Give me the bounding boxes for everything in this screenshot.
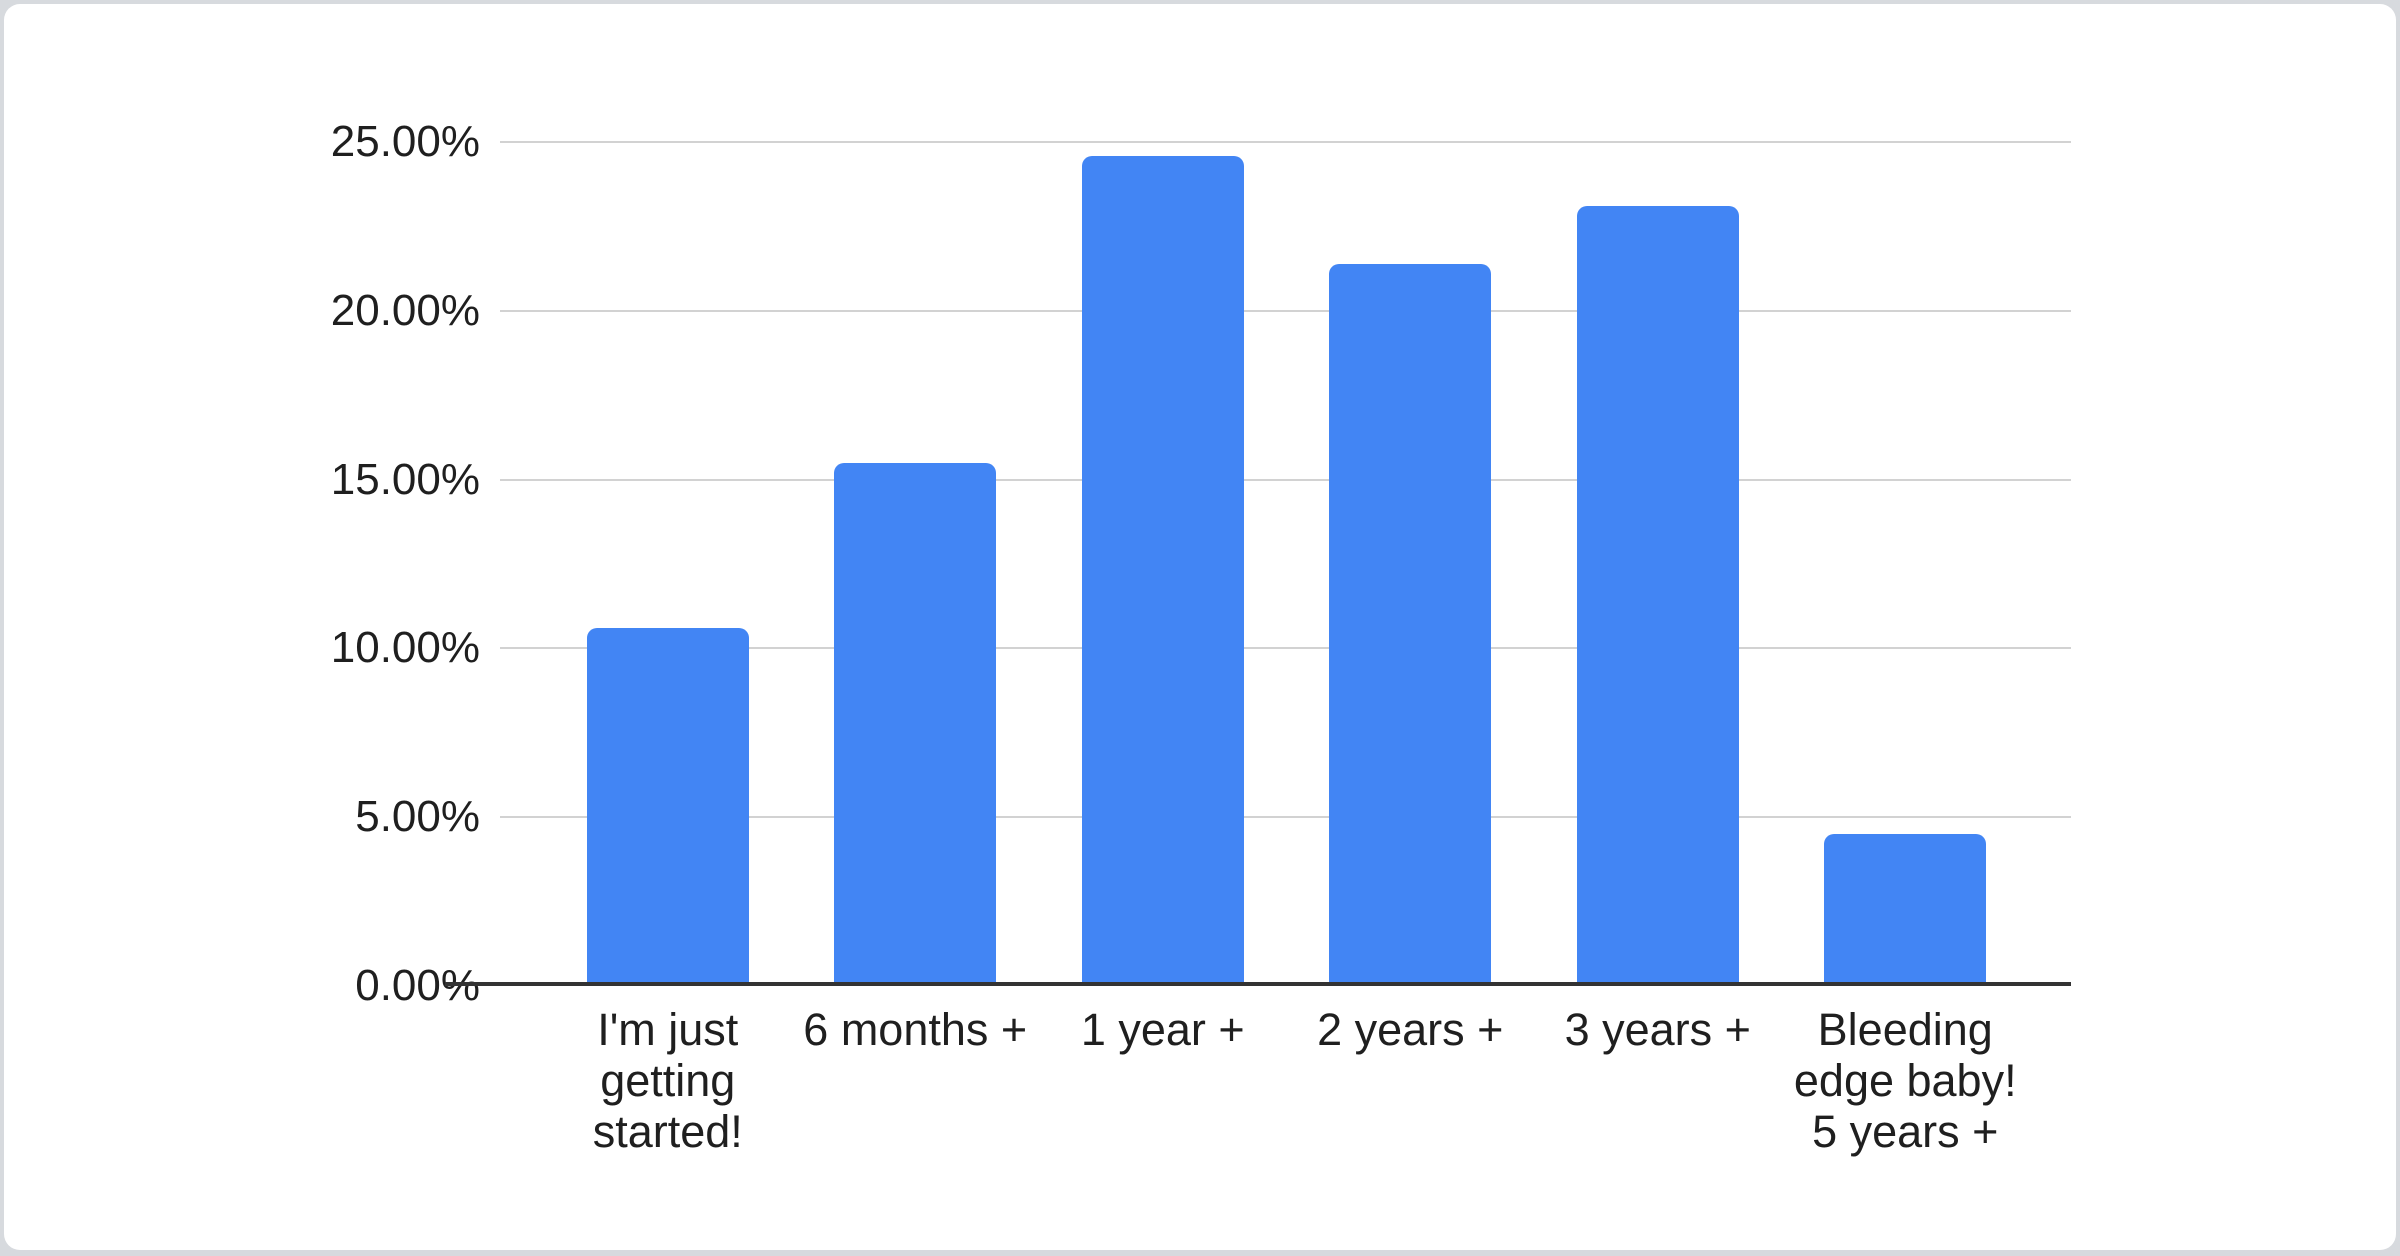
x-axis-category-label-line: 2 years + [1317, 1004, 1504, 1055]
x-axis-category-label-line: edge baby! [1793, 1055, 2017, 1106]
bar-slot [1287, 142, 1535, 986]
y-axis-tick-label: 20.00% [330, 285, 480, 335]
x-axis-category-label: Bleeding edge baby! 5 years + [1782, 1004, 2030, 1157]
x-axis-category-label-line: Bleeding [1817, 1004, 1993, 1055]
bar-slot [544, 142, 792, 986]
chart-card: 0.00% 5.00% 10.00% 15.00% 20.00% 25.00% I'm ju… [4, 4, 2396, 1250]
y-axis-tick-label: 25.00% [330, 117, 480, 166]
y-axis-tick-label: 5.00% [355, 792, 480, 842]
bar-slot [792, 142, 1040, 986]
bar[interactable] [1081, 155, 1244, 986]
x-axis-category-label: 2 years + [1287, 1004, 1535, 1157]
bar[interactable] [1329, 263, 1492, 986]
x-axis-category-label-line: I'm just [597, 1004, 739, 1055]
x-axis-category-label: 6 months + [792, 1004, 1040, 1157]
bar-slot [1039, 142, 1287, 986]
x-axis-category-label-line: 1 year + [1080, 1004, 1245, 1055]
x-axis-labels: I'm just getting started! 6 months +1 year … [544, 1004, 2029, 1157]
bar[interactable] [1824, 834, 1987, 986]
x-axis-category-label: 1 year + [1039, 1004, 1287, 1157]
x-axis-category-label-line: 5 years + [1812, 1106, 1999, 1157]
bar-chart: 0.00% 5.00% 10.00% 15.00% 20.00% 25.00% I'm ju… [4, 4, 2396, 1250]
gridline [500, 309, 2071, 312]
bar-slot [1534, 142, 1782, 986]
gridline [500, 141, 2071, 143]
x-axis-line [445, 982, 2071, 986]
x-axis-category-label-line: started! [592, 1106, 743, 1157]
x-axis-category-label-line: 6 months + [803, 1004, 1028, 1055]
y-axis-tick-label: 10.00% [330, 623, 480, 673]
gridline [500, 647, 2071, 650]
x-axis-category-label-line: getting [600, 1055, 736, 1106]
y-axis-tick-label: 0.00% [355, 961, 480, 1010]
bars-area [544, 142, 2029, 986]
gridline [500, 816, 2071, 819]
bar-slot [1782, 142, 2030, 986]
bar[interactable] [834, 462, 997, 986]
x-axis-category-label: I'm just getting started! [544, 1004, 792, 1157]
x-axis-category-label: 3 years + [1534, 1004, 1782, 1157]
y-axis-tick-label: 15.00% [330, 454, 480, 504]
gridline [500, 478, 2071, 481]
bar[interactable] [586, 628, 749, 986]
x-axis-category-label-line: 3 years + [1564, 1004, 1751, 1055]
bar[interactable] [1576, 206, 1739, 986]
